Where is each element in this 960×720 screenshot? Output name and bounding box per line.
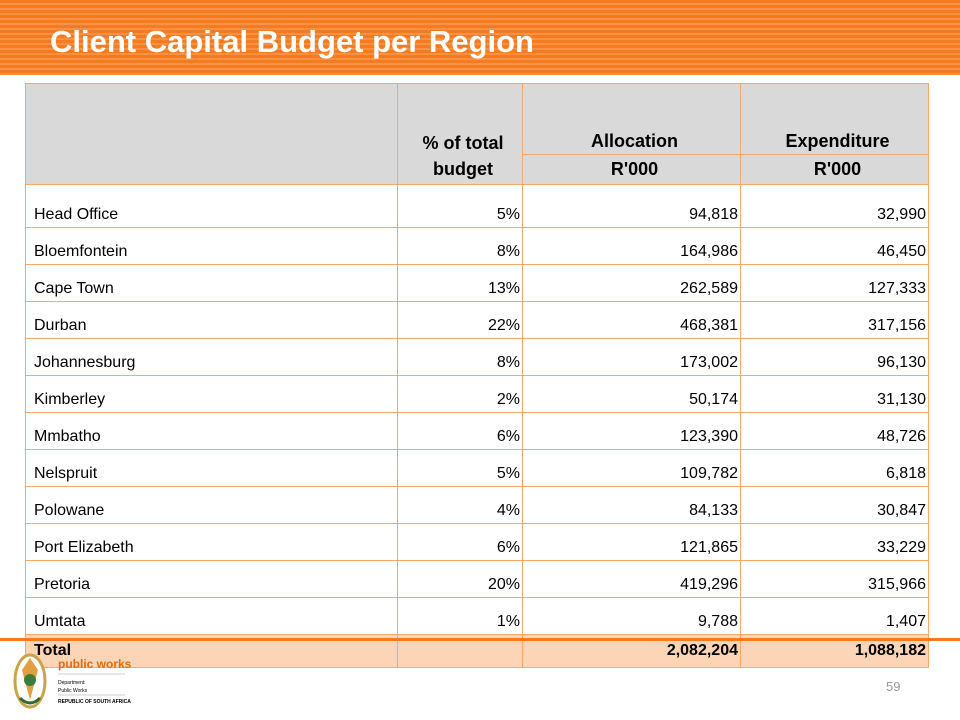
row: Umtata 1% 9,788 1,407 bbox=[25, 597, 929, 635]
row: Pretoria 20% 419,296 315,966 bbox=[25, 560, 929, 598]
page-number: 59 bbox=[886, 679, 901, 694]
cell: Cape Town bbox=[25, 264, 398, 302]
cell: 1,407 bbox=[740, 597, 929, 635]
cell: 46,450 bbox=[740, 227, 929, 265]
cell: Port Elizabeth bbox=[25, 523, 398, 561]
cell: Durban bbox=[25, 301, 398, 339]
cell: 121,865 bbox=[522, 523, 741, 561]
cell: 4% bbox=[397, 486, 523, 524]
row: Johannesburg 8% 173,002 96,130 bbox=[25, 338, 929, 376]
unit: R'000 bbox=[740, 154, 929, 185]
cell: Kimberley bbox=[25, 375, 398, 413]
cell: 5% bbox=[397, 449, 523, 487]
cell: 1% bbox=[397, 597, 523, 635]
cell: 13% bbox=[397, 264, 523, 302]
cell: Polowane bbox=[25, 486, 398, 524]
unit: R'000 bbox=[522, 154, 741, 185]
logo-line: Department: bbox=[58, 680, 86, 686]
row: Port Elizabeth 6% 121,865 33,229 bbox=[25, 523, 929, 561]
cell: 22% bbox=[397, 301, 523, 339]
cell: 173,002 bbox=[522, 338, 741, 376]
cell: 94,818 bbox=[522, 184, 741, 228]
row: Bloemfontein 8% 164,986 46,450 bbox=[25, 227, 929, 265]
cell: 48,726 bbox=[740, 412, 929, 450]
cell: 8% bbox=[397, 227, 523, 265]
title: Client Capital Budget per Region bbox=[50, 24, 534, 59]
cell: 317,156 bbox=[740, 301, 929, 339]
cell: 262,589 bbox=[522, 264, 741, 302]
col-header: Expenditure bbox=[740, 83, 929, 155]
col-header: Allocation bbox=[522, 83, 741, 155]
col-header: % of total budget bbox=[397, 83, 523, 185]
cell: 20% bbox=[397, 560, 523, 598]
cell: 127,333 bbox=[740, 264, 929, 302]
cell: Nelspruit bbox=[25, 449, 398, 487]
budget-table: % of total budget Allocation Expenditure… bbox=[25, 83, 929, 668]
cell: 50,174 bbox=[522, 375, 741, 413]
cell: Head Office bbox=[25, 184, 398, 228]
cell: Pretoria bbox=[25, 560, 398, 598]
cell: 84,133 bbox=[522, 486, 741, 524]
cell: 31,130 bbox=[740, 375, 929, 413]
cell: 419,296 bbox=[522, 560, 741, 598]
cell: 6% bbox=[397, 412, 523, 450]
header-band bbox=[0, 0, 960, 75]
row: Kimberley 2% 50,174 31,130 bbox=[25, 375, 929, 413]
footer-rule bbox=[0, 638, 960, 641]
cell: 468,381 bbox=[522, 301, 741, 339]
cell: Mmbatho bbox=[25, 412, 398, 450]
row: Mmbatho 6% 123,390 48,726 bbox=[25, 412, 929, 450]
cell: Bloemfontein bbox=[25, 227, 398, 265]
cell: 32,990 bbox=[740, 184, 929, 228]
cell: 9,788 bbox=[522, 597, 741, 635]
cell: 5% bbox=[397, 184, 523, 228]
cell: 6% bbox=[397, 523, 523, 561]
cell: 8% bbox=[397, 338, 523, 376]
row: Nelspruit 5% 109,782 6,818 bbox=[25, 449, 929, 487]
row: Polowane 4% 84,133 30,847 bbox=[25, 486, 929, 524]
cell: 96,130 bbox=[740, 338, 929, 376]
logo-line: Public Works bbox=[58, 688, 88, 694]
cell: Umtata bbox=[25, 597, 398, 635]
cell: 33,229 bbox=[740, 523, 929, 561]
cell: 164,986 bbox=[522, 227, 741, 265]
cell: 123,390 bbox=[522, 412, 741, 450]
logo-name: public works bbox=[58, 657, 132, 671]
row: Head Office 5% 94,818 32,990 bbox=[25, 184, 929, 228]
logo-line: REPUBLIC OF SOUTH AFRICA bbox=[58, 699, 131, 705]
row: Durban 22% 468,381 317,156 bbox=[25, 301, 929, 339]
row: Cape Town 13% 262,589 127,333 bbox=[25, 264, 929, 302]
cell: Johannesburg bbox=[25, 338, 398, 376]
cell: 315,966 bbox=[740, 560, 929, 598]
cell: 30,847 bbox=[740, 486, 929, 524]
cell: 2% bbox=[397, 375, 523, 413]
cell: 6,818 bbox=[740, 449, 929, 487]
cell: 109,782 bbox=[522, 449, 741, 487]
logo: public works Department: Public Works RE… bbox=[13, 653, 132, 709]
corner bbox=[25, 83, 398, 185]
